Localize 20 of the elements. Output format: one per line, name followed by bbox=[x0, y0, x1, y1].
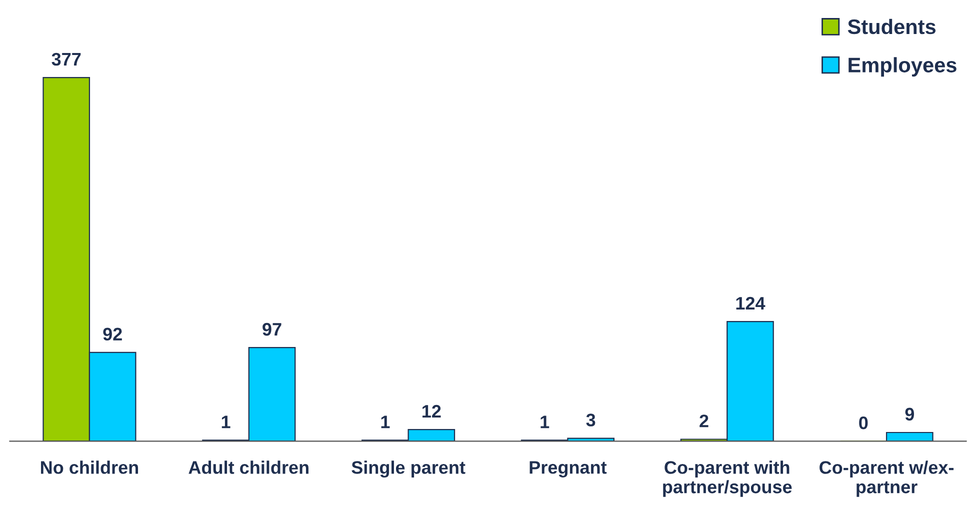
x-tick-label: Single parent bbox=[352, 460, 466, 478]
x-tick-label: Pregnant bbox=[530, 461, 607, 478]
data-label: 124 bbox=[736, 296, 766, 310]
data-label: 9 bbox=[905, 408, 914, 421]
x-tick-label: No children bbox=[41, 460, 138, 474]
legend-label: Employees bbox=[848, 57, 956, 77]
data-label: 2 bbox=[700, 414, 708, 428]
data-label: 0 bbox=[859, 416, 868, 430]
data-label: 377 bbox=[52, 52, 81, 66]
data-label: 3 bbox=[586, 414, 596, 426]
data-label: 1 bbox=[540, 416, 550, 428]
data-label: 92 bbox=[103, 328, 122, 341]
x-tick-label: Co-parent w/ex- partner bbox=[820, 460, 954, 497]
data-label: 1 bbox=[381, 416, 390, 428]
x-tick-label: Co-parent with partner/spouse bbox=[663, 460, 792, 497]
data-label: 1 bbox=[222, 416, 230, 428]
data-label: 97 bbox=[262, 322, 282, 336]
x-tick-label: Adult children bbox=[188, 460, 308, 474]
legend-label: Students bbox=[848, 18, 936, 34]
data-label: 12 bbox=[422, 404, 441, 418]
